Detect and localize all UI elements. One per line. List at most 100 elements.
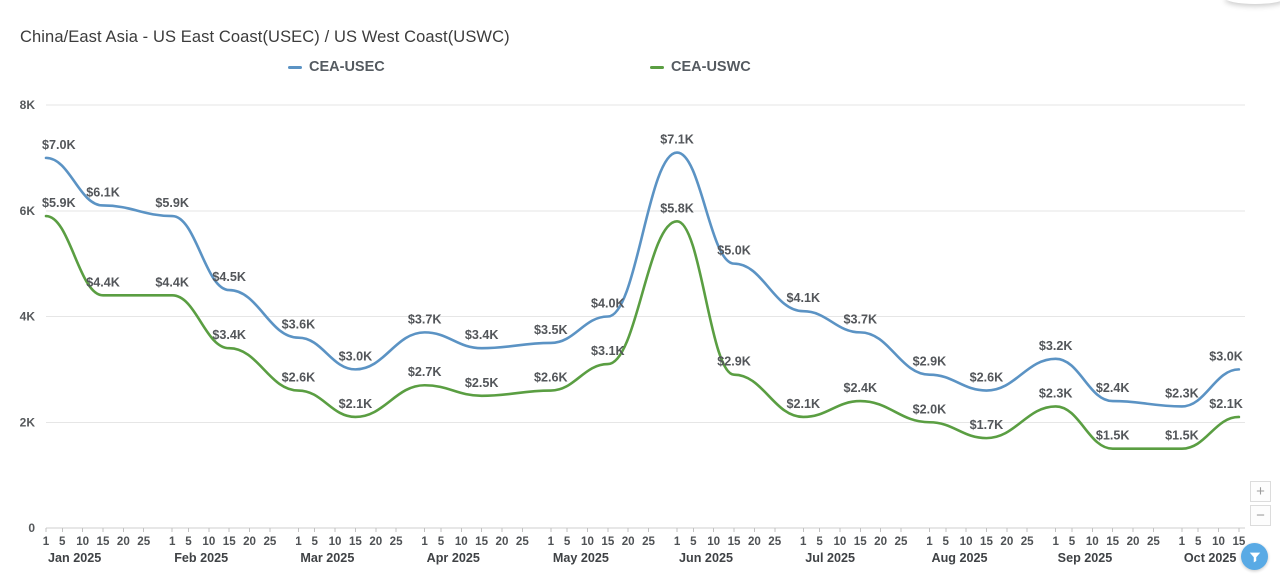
x-axis-day-tick: 25 <box>137 535 150 548</box>
data-point-label: $3.7K <box>843 312 877 326</box>
x-axis-day-tick: 10 <box>1212 535 1225 548</box>
x-axis-month-label: Apr 2025 <box>427 551 480 565</box>
data-point-label: $4.1K <box>786 291 820 305</box>
x-axis-month-label: Jul 2025 <box>805 551 855 565</box>
x-axis-day-tick: 5 <box>438 535 445 548</box>
data-point-label: $2.9K <box>717 355 751 369</box>
x-axis-day-tick: 25 <box>1147 535 1160 548</box>
x-axis-day-tick: 15 <box>1232 535 1245 548</box>
x-axis-day-tick: 1 <box>674 535 681 548</box>
x-axis-day-tick: 20 <box>748 535 761 548</box>
x-axis-day-tick: 10 <box>76 535 89 548</box>
zoom-out-button[interactable]: − <box>1250 505 1271 526</box>
filter-button[interactable] <box>1241 543 1268 570</box>
page-title: China/East Asia - US East Coast(USEC) / … <box>20 28 510 46</box>
x-axis-day-tick: 5 <box>59 535 66 548</box>
data-point-label: $2.9K <box>913 355 947 369</box>
legend-color-swatch-uswc <box>650 65 664 69</box>
x-axis-day-tick: 10 <box>707 535 720 548</box>
x-axis-day-tick: 25 <box>768 535 781 548</box>
data-point-label: $6.1K <box>86 185 120 199</box>
y-axis-tick-label: 8K <box>20 98 36 112</box>
x-axis-day-tick: 1 <box>548 535 555 548</box>
x-axis-day-tick: 25 <box>642 535 655 548</box>
x-axis-day-tick: 5 <box>564 535 571 548</box>
zoom-controls: + − <box>1250 481 1272 526</box>
data-point-label: $7.1K <box>660 133 694 147</box>
data-point-label: $5.9K <box>42 196 76 210</box>
data-point-label: $4.0K <box>591 297 625 311</box>
data-point-label: $3.4K <box>465 328 499 342</box>
x-axis-day-tick: 25 <box>895 535 908 548</box>
zoom-in-button[interactable]: + <box>1250 481 1271 502</box>
data-point-label: $7.0K <box>42 138 76 152</box>
data-point-label: $2.4K <box>843 381 877 395</box>
x-axis-month-label: Jun 2025 <box>679 551 733 565</box>
x-axis-day-tick: 20 <box>369 535 382 548</box>
x-axis-day-tick: 5 <box>816 535 823 548</box>
data-point-label: $3.6K <box>282 318 316 332</box>
data-point-label: $2.0K <box>913 402 947 416</box>
x-axis-day-tick: 20 <box>874 535 887 548</box>
data-point-label: $2.5K <box>465 376 499 390</box>
x-axis-day-tick: 15 <box>601 535 614 548</box>
x-axis-day-tick: 10 <box>1086 535 1099 548</box>
x-axis-day-tick: 25 <box>1021 535 1034 548</box>
x-axis-day-tick: 10 <box>455 535 468 548</box>
data-point-label: $5.9K <box>155 196 189 210</box>
x-axis-day-tick: 1 <box>169 535 176 548</box>
data-point-label: $3.0K <box>1209 349 1243 363</box>
data-point-label: $2.7K <box>408 365 442 379</box>
chart-legend: CEA-USEC CEA-USWC <box>0 59 1280 81</box>
x-axis-day-tick: 15 <box>475 535 488 548</box>
data-point-label: $4.4K <box>86 275 120 289</box>
x-axis-day-tick: 15 <box>223 535 236 548</box>
data-point-label: $2.3K <box>1165 386 1199 400</box>
x-axis-month-label: Aug 2025 <box>931 551 987 565</box>
x-axis-day-tick: 25 <box>263 535 276 548</box>
data-point-label: $2.6K <box>282 371 316 385</box>
x-axis-day-tick: 20 <box>1127 535 1140 548</box>
legend-color-swatch-usec <box>288 65 302 69</box>
x-axis-day-tick: 1 <box>295 535 302 548</box>
x-axis-day-tick: 1 <box>926 535 933 548</box>
series-line-cea-usec <box>44 151 1241 408</box>
data-point-label: $2.6K <box>970 371 1004 385</box>
x-axis-day-tick: 25 <box>516 535 529 548</box>
data-point-label: $1.7K <box>970 418 1004 432</box>
legend-item-cea-usec[interactable]: CEA-USEC <box>288 59 385 75</box>
x-axis-day-tick: 1 <box>1052 535 1059 548</box>
window-edge-shadow <box>1225 0 1280 4</box>
data-point-label: $1.5K <box>1165 429 1199 443</box>
x-axis-day-tick: 15 <box>980 535 993 548</box>
x-axis-month-label: Oct 2025 <box>1184 551 1237 565</box>
x-axis-day-tick: 20 <box>622 535 635 548</box>
data-point-label: $1.5K <box>1096 429 1130 443</box>
data-point-label: $4.4K <box>155 275 189 289</box>
y-axis-tick-label: 0 <box>28 521 35 535</box>
y-axis-tick-label: 6K <box>20 204 36 218</box>
x-axis-day-tick: 5 <box>943 535 950 548</box>
x-axis-day-tick: 20 <box>117 535 130 548</box>
x-axis-day-tick: 25 <box>390 535 403 548</box>
x-axis-day-tick: 20 <box>1000 535 1013 548</box>
data-point-label: $2.1K <box>339 397 373 411</box>
x-axis-day-tick: 20 <box>243 535 256 548</box>
x-axis-day-tick: 10 <box>202 535 215 548</box>
data-point-label: $2.4K <box>1096 381 1130 395</box>
series-line-cea-uswc <box>44 214 1241 450</box>
x-axis-day-tick: 1 <box>43 535 50 548</box>
legend-item-cea-uswc[interactable]: CEA-USWC <box>650 59 751 75</box>
x-axis-day-tick: 10 <box>960 535 973 548</box>
x-axis-day-tick: 5 <box>185 535 192 548</box>
x-axis-day-tick: 10 <box>581 535 594 548</box>
x-axis-day-tick: 5 <box>690 535 697 548</box>
x-axis-day-tick: 5 <box>1195 535 1202 548</box>
data-point-label: $4.5K <box>212 270 246 284</box>
x-axis-day-tick: 10 <box>833 535 846 548</box>
data-point-label: $5.8K <box>660 201 694 215</box>
data-point-label: $2.1K <box>786 397 820 411</box>
x-axis-day-tick: 10 <box>329 535 342 548</box>
